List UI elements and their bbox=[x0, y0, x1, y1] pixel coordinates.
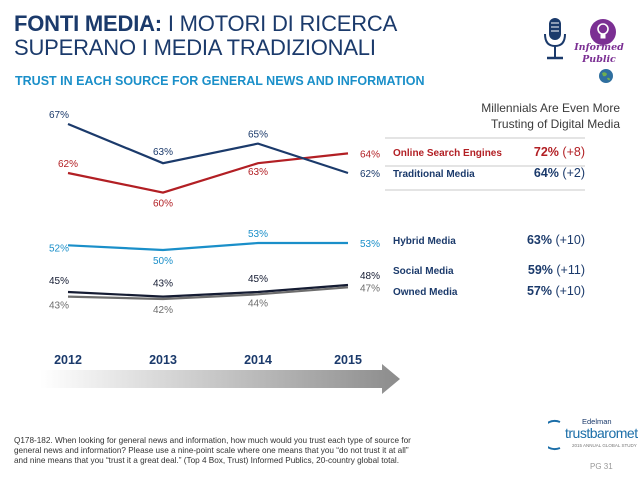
x-tick-label: 2015 bbox=[334, 353, 362, 367]
data-label-traditional-media: 63% bbox=[153, 147, 173, 158]
data-label-social-media: 45% bbox=[248, 274, 268, 285]
footnote: Q178-182. When looking for general news … bbox=[14, 436, 411, 465]
page-number: PG 31 bbox=[590, 462, 613, 471]
globe-icon bbox=[599, 69, 613, 83]
data-label-online-search-engines: 60% bbox=[153, 199, 173, 210]
data-label-hybrid-media: 53% bbox=[248, 229, 268, 240]
title-bold: FONTI MEDIA: bbox=[14, 11, 162, 36]
legend-entry-social-media: Social Media bbox=[393, 266, 454, 277]
page-title: FONTI MEDIA: I MOTORI DI RICERCA SUPERAN… bbox=[14, 12, 434, 60]
data-label-social-media: 45% bbox=[49, 276, 69, 287]
series-line-traditional-media bbox=[67, 122, 349, 175]
data-label-owned-media: 47% bbox=[360, 283, 380, 294]
edelman-label: Edelman bbox=[582, 417, 612, 426]
data-label-owned-media: 44% bbox=[248, 298, 268, 309]
data-label-social-media: 48% bbox=[360, 271, 380, 282]
millennials-value-social-media: 59% (+11) bbox=[528, 263, 585, 277]
subtitle: TRUST IN EACH SOURCE FOR GENERAL NEWS AN… bbox=[15, 74, 425, 88]
title-rest: I MOTORI DI RICERCA SUPERANO I MEDIA TRA… bbox=[14, 11, 396, 60]
timeline-arrow bbox=[40, 364, 400, 394]
data-label-owned-media: 43% bbox=[49, 301, 69, 312]
trustbarometer-tagline: 2015 ANNUAL GLOBAL STUDY bbox=[572, 443, 637, 448]
series-line-owned-media bbox=[67, 286, 349, 301]
x-tick-label: 2014 bbox=[244, 353, 272, 367]
legend-entry-owned-media: Owned Media bbox=[393, 287, 458, 298]
series-line-hybrid-media bbox=[67, 241, 348, 252]
data-label-online-search-engines: 62% bbox=[58, 159, 78, 170]
data-label-hybrid-media: 52% bbox=[49, 243, 69, 254]
data-label-owned-media: 42% bbox=[153, 305, 173, 316]
legend-entry-online-search-engines: Online Search Engines bbox=[393, 148, 502, 159]
legend-entry-hybrid-media: Hybrid Media bbox=[393, 236, 456, 247]
informed-public-label: Informed Public bbox=[574, 42, 624, 65]
series-line-social-media bbox=[67, 283, 349, 298]
data-label-hybrid-media: 53% bbox=[360, 239, 380, 250]
millennials-value-traditional-media: 64% (+2) bbox=[534, 166, 585, 180]
data-label-social-media: 43% bbox=[153, 279, 173, 290]
microphone-icon bbox=[544, 18, 566, 60]
data-label-traditional-media: 62% bbox=[360, 169, 380, 180]
millennials-value-hybrid-media: 63% (+10) bbox=[527, 233, 585, 247]
legend-entry-traditional-media: Traditional Media bbox=[393, 169, 475, 180]
lightbulb-icon bbox=[590, 19, 616, 45]
data-label-online-search-engines: 64% bbox=[360, 149, 380, 160]
millennials-value-owned-media: 57% (+10) bbox=[527, 284, 585, 298]
data-label-traditional-media: 67% bbox=[49, 110, 69, 121]
millennials-note: Millennials Are Even More Trusting of Di… bbox=[481, 101, 620, 131]
data-label-hybrid-media: 50% bbox=[153, 256, 173, 267]
trust-line-chart: 62% 60% 63% 64% Online Search Engines 72% (+8… bbox=[40, 110, 585, 394]
data-label-online-search-engines: 63% bbox=[248, 167, 268, 178]
x-tick-label: 2013 bbox=[149, 353, 177, 367]
data-label-traditional-media: 65% bbox=[248, 130, 268, 141]
x-tick-label: 2012 bbox=[54, 353, 82, 367]
trustbarometer-label: trustbarometer bbox=[565, 425, 638, 441]
millennials-value-online-search-engines: 72% (+8) bbox=[534, 145, 585, 159]
trustbarometer-logo bbox=[548, 420, 561, 450]
